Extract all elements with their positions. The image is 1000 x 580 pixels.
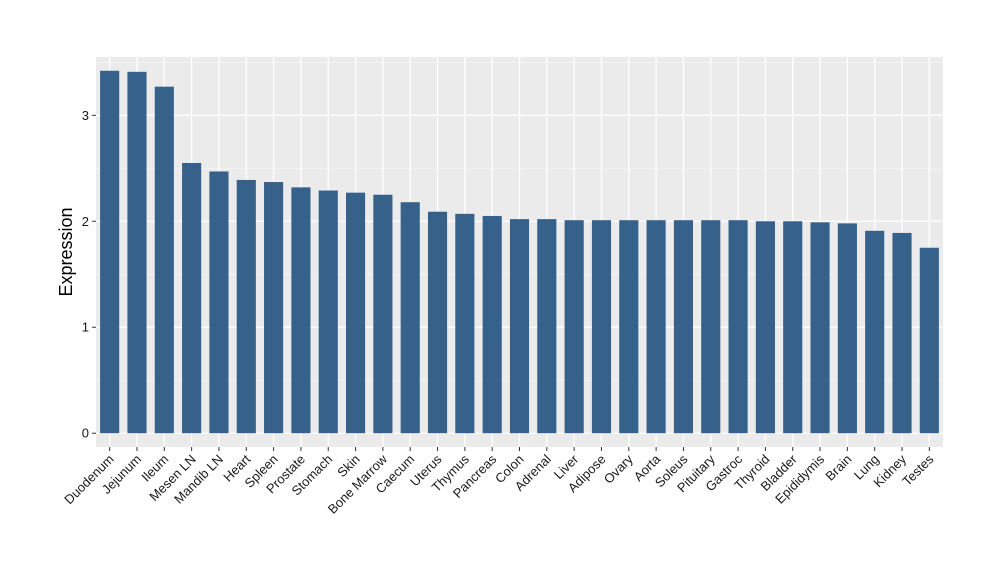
bar-mesen-ln: [182, 162, 202, 434]
bar-ileum: [154, 86, 174, 434]
bar-stomach: [318, 190, 338, 434]
bar-epididymis: [810, 222, 830, 434]
bar-jejunum: [127, 71, 147, 434]
bar-caecum: [400, 202, 420, 434]
x-tick-label: Brain: [822, 452, 854, 484]
bar-adipose: [591, 220, 612, 434]
bar-skin: [346, 192, 366, 434]
bar-kidney: [892, 232, 912, 434]
bar-aorta: [646, 220, 666, 434]
bar-thymus: [455, 213, 475, 434]
bar-ovary: [619, 220, 639, 434]
bar-thyroid: [755, 221, 775, 434]
bar-liver: [564, 220, 584, 434]
bar-lung: [865, 230, 885, 434]
bar-testes: [919, 247, 939, 434]
bar-heart: [236, 179, 256, 434]
bar-colon: [509, 219, 530, 434]
bar-uterus: [427, 211, 448, 434]
bar-pancreas: [482, 215, 502, 434]
bar-bladder: [783, 221, 803, 434]
y-axis: 0 1 2 3: [82, 108, 96, 441]
bar-brain: [837, 223, 857, 434]
bar-bone-marrow: [373, 194, 393, 434]
x-tick-label: Testes: [899, 451, 937, 489]
y-tick-label: 0: [82, 426, 89, 441]
bars: [100, 70, 939, 434]
x-tick-label: Ovary: [601, 451, 636, 486]
bar-spleen: [264, 182, 284, 434]
bar-soleus: [673, 220, 693, 434]
bar-duodenum: [100, 70, 120, 434]
bar-pituitary: [701, 220, 721, 434]
y-tick-label: 2: [82, 214, 89, 229]
y-tick-label: 1: [82, 320, 89, 335]
y-tick-label: 3: [82, 108, 89, 123]
bar-mandib-ln: [209, 171, 229, 434]
y-axis-title: Expression: [56, 207, 76, 296]
bar-gastroc: [728, 220, 748, 434]
bar-adrenal: [537, 219, 557, 434]
bar-prostate: [291, 187, 311, 434]
